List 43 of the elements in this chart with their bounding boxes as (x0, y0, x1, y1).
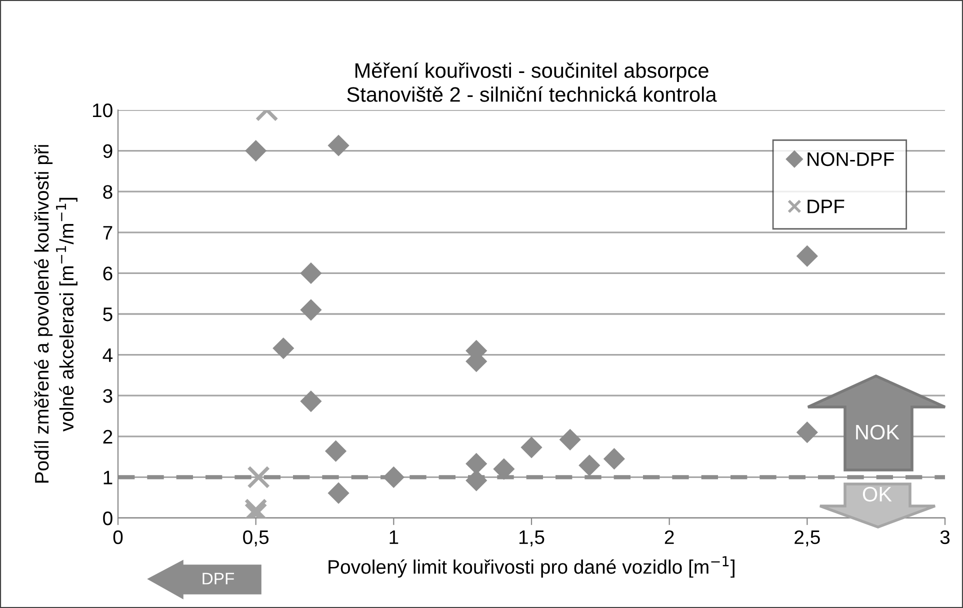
point (604, 448, 625, 470)
point (300, 299, 322, 320)
x-tick-label: 0,5 (243, 530, 269, 546)
annotation: NOK (856, 424, 900, 440)
point (796, 422, 818, 443)
x-tick-label: 2,5 (794, 530, 820, 546)
legend-label: NON-DPF (808, 152, 894, 166)
y-tick-label: 8 (103, 185, 112, 199)
point (560, 429, 581, 450)
point (328, 134, 350, 156)
y-tick-label: 5 (103, 308, 112, 322)
point (328, 482, 350, 504)
y-tick-label: 9 (103, 144, 112, 158)
point (245, 140, 266, 162)
point (247, 466, 270, 489)
y-tick-label: 10 (92, 103, 112, 118)
y-tick-label: 0 (103, 511, 112, 526)
point (300, 262, 322, 284)
point (383, 466, 404, 488)
point (272, 338, 294, 359)
y-tick-label: 3 (103, 389, 112, 403)
y-tick-label: 4 (102, 348, 113, 362)
x-tick-label: 2 (664, 530, 674, 544)
x-tick-label: 1,5 (519, 530, 544, 546)
text: DPF (202, 572, 234, 584)
point (300, 390, 322, 412)
y-tick-label: 7 (103, 226, 112, 240)
point (796, 246, 818, 267)
y-tick-label: 1 (104, 470, 112, 484)
point (493, 458, 514, 480)
x-tick-label: 1 (390, 530, 398, 544)
y-tick-label: 6 (103, 266, 112, 280)
point (520, 436, 542, 458)
chart-title: Měření kouřivosti - součinitel absorpce Stanoviště 2 - silniční technická kontrola (347, 62, 717, 102)
point (325, 440, 346, 462)
legend-label: DPF (808, 200, 844, 214)
y-tick-label: 2 (103, 430, 112, 444)
y-axis-title: Podíl změřené a povolené kouřivosti při volné akceleraci [m$^{−1}$/m$^{−1}$] (34, 145, 78, 483)
x-tick-label: 3 (940, 530, 950, 544)
point (578, 454, 600, 476)
x-axis-title: Povolený limit kouřivosti pro dané vozidlo [m$^{−1}$] (328, 556, 734, 578)
x-tick-label: 0 (113, 530, 123, 544)
annotation: OK (862, 486, 892, 502)
